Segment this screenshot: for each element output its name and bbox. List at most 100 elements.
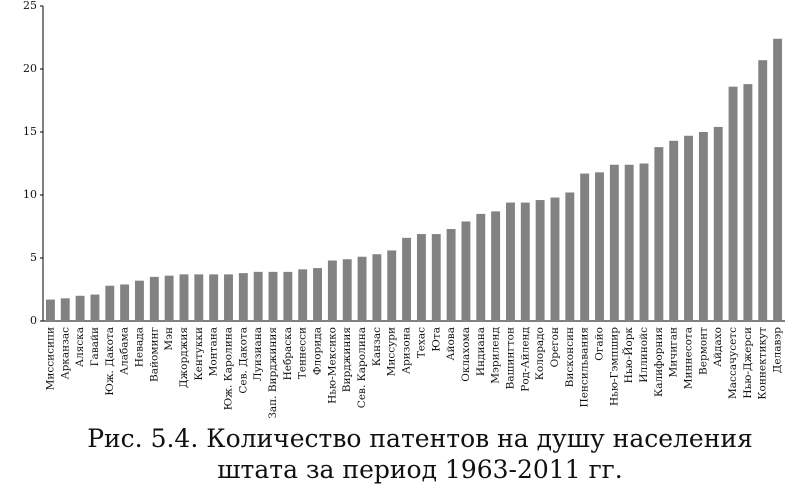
- y-tick-label: 25: [23, 0, 37, 12]
- bar: [372, 254, 382, 321]
- x-tick-label: Нью-Йорк: [621, 327, 635, 384]
- x-tick-label: Канзас: [371, 327, 383, 366]
- bar: [327, 260, 337, 321]
- chart-title: Рис. 5.4. Количество патентов на душу на…: [87, 424, 753, 453]
- bar: [654, 147, 664, 321]
- bar: [446, 229, 456, 321]
- x-tick-label: Вирджиния: [341, 327, 353, 393]
- bar: [520, 202, 530, 321]
- x-tick-label: Айова: [445, 327, 457, 360]
- x-tick-label: Миссисипи: [44, 327, 56, 390]
- bar: [209, 274, 219, 321]
- x-tick-label: Монтана: [208, 327, 220, 376]
- bar: [773, 38, 783, 321]
- x-tick-label: Юж. Каролина: [223, 327, 235, 410]
- x-tick-label: Гавайи: [89, 327, 101, 366]
- bar: [357, 256, 367, 321]
- bar: [298, 269, 308, 321]
- x-tick-label: Массачусетс: [727, 327, 739, 399]
- x-tick-label: Коннектикут: [757, 327, 769, 400]
- x-tick-label: Оклахома: [460, 327, 472, 382]
- x-tick-label: Вайоминг: [148, 327, 160, 382]
- bar: [713, 126, 723, 322]
- x-tick-label: Джорджия: [178, 327, 190, 388]
- bar: [238, 273, 248, 321]
- x-tick-label: Юж. Дакота: [104, 327, 116, 396]
- bar: [535, 200, 545, 321]
- bar: [402, 237, 412, 321]
- x-tick-label: Теннесси: [297, 327, 309, 379]
- x-tick-label: Флорида: [312, 327, 324, 375]
- bar: [758, 60, 768, 322]
- x-tick-label: Мичиган: [668, 327, 680, 377]
- x-tick-label: Орегон: [549, 327, 561, 367]
- x-tick-label: Луизиана: [252, 327, 264, 381]
- x-tick-label: Колорадо: [534, 327, 546, 380]
- bar: [743, 84, 753, 322]
- bar: [387, 250, 397, 321]
- x-tick-label: Аляска: [74, 327, 86, 367]
- x-tick-label: Висконсин: [564, 327, 576, 387]
- bar: [90, 294, 100, 321]
- bar: [491, 211, 501, 321]
- x-tick-label: Айдахо: [712, 327, 724, 367]
- bar: [461, 221, 471, 321]
- bar: [550, 197, 560, 321]
- x-tick-label: Нью-Джерси: [742, 327, 754, 399]
- x-tick-label: Юта: [430, 327, 442, 352]
- bar: [595, 172, 604, 321]
- bar: [476, 213, 486, 321]
- x-tick-label: Мэриленд: [490, 326, 502, 383]
- bar: [342, 259, 352, 321]
- bar: [149, 276, 159, 321]
- x-tick-label: Индиана: [475, 327, 487, 376]
- bar: [60, 298, 70, 321]
- bar: [506, 202, 515, 321]
- x-tick-label: Пенсильвания: [579, 327, 591, 408]
- x-tick-label: Сев. Каролина: [356, 327, 368, 408]
- x-tick-label: Иллинойс: [638, 327, 650, 383]
- bar: [135, 280, 144, 321]
- bar: [416, 234, 426, 321]
- x-tick-label: Зап. Вирджиния: [267, 327, 279, 419]
- bar: [283, 271, 293, 321]
- x-tick-label: Мэн: [163, 327, 175, 351]
- x-tick-label: Калифорния: [653, 327, 665, 397]
- y-tick-label: 20: [23, 62, 37, 75]
- bar: [728, 86, 738, 321]
- x-tick-label: Вермонт: [697, 327, 709, 375]
- x-tick-label: Сев. Дакота: [237, 327, 249, 394]
- x-tick-label: Алабама: [119, 327, 131, 375]
- bar: [669, 140, 679, 321]
- bar: [75, 295, 85, 321]
- x-tick-label: Миннесота: [683, 327, 695, 389]
- y-tick-label: 15: [23, 125, 37, 138]
- bar: [253, 271, 263, 321]
- bar: [684, 135, 693, 321]
- bar: [105, 285, 115, 321]
- x-tick-label: Небраска: [282, 327, 294, 380]
- bar: [624, 164, 634, 321]
- bar: [313, 268, 322, 321]
- bar: [164, 275, 174, 321]
- x-tick-label: Делавэр: [772, 327, 784, 373]
- x-tick-label: Аризона: [401, 327, 413, 374]
- x-tick-label: Вашингтон: [504, 327, 516, 389]
- bar: [639, 163, 649, 321]
- x-tick-label: Нью-Мексико: [326, 327, 338, 404]
- x-tick-label: Род-Айленд: [519, 326, 531, 391]
- y-tick-label: 10: [23, 188, 37, 201]
- y-tick-label: 5: [30, 251, 37, 264]
- x-tick-label: Кентукки: [193, 327, 205, 380]
- chart-title: штата за период 1963-2011 гг.: [217, 455, 622, 484]
- bar: [194, 274, 204, 321]
- x-tick-label: Нью-Гэмпшир: [608, 327, 620, 406]
- x-tick-label: Техас: [415, 327, 427, 358]
- bar: [431, 234, 441, 321]
- bar: [609, 164, 619, 321]
- x-tick-label: Огайо: [594, 327, 606, 361]
- x-tick-label: Миссури: [386, 327, 398, 376]
- y-tick-label: 0: [30, 314, 37, 327]
- bar: [268, 271, 278, 321]
